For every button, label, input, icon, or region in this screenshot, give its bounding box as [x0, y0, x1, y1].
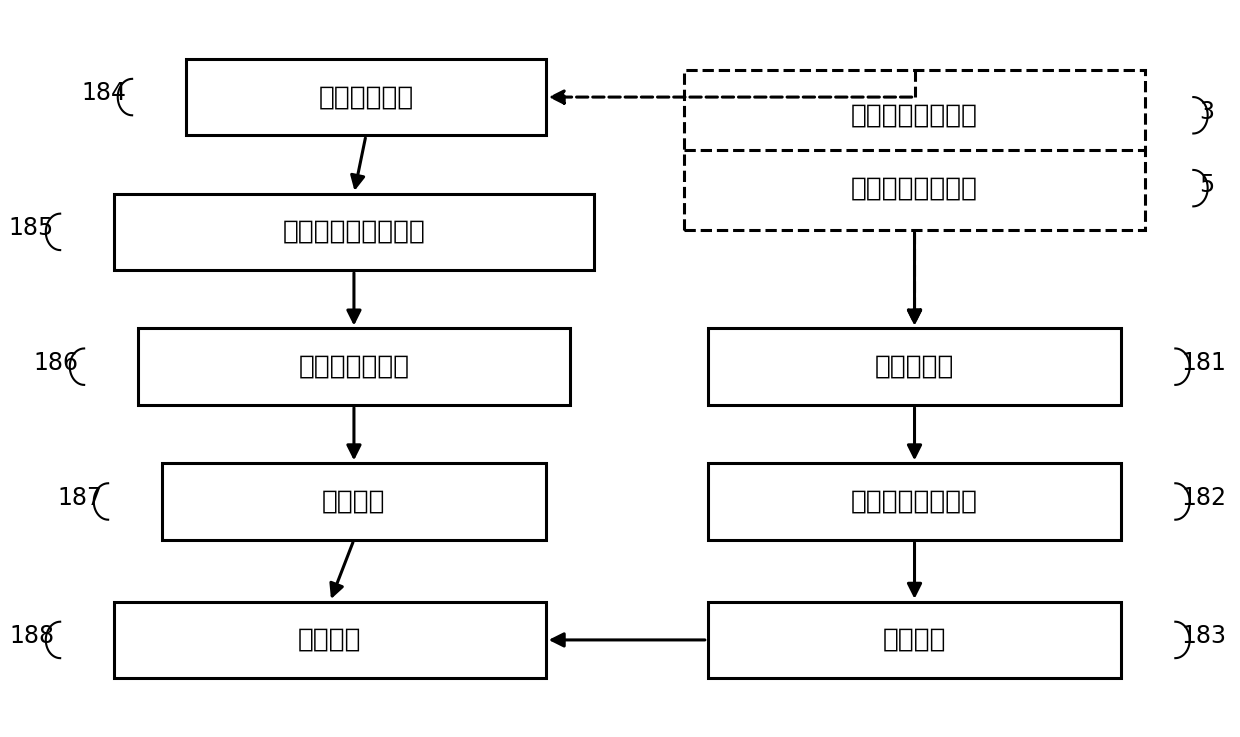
- Text: 计算模块: 计算模块: [322, 489, 386, 514]
- Text: 输出模块: 输出模块: [298, 627, 362, 653]
- Bar: [138, 329, 570, 405]
- Bar: [708, 464, 1121, 539]
- Bar: [683, 70, 1146, 230]
- Bar: [114, 601, 546, 678]
- Text: 边界点筛选模块: 边界点筛选模块: [299, 354, 409, 380]
- Bar: [114, 194, 594, 270]
- Text: 芯块端面拍摄单元: 芯块端面拍摄单元: [851, 175, 978, 201]
- Text: 183: 183: [1182, 624, 1226, 649]
- Text: 181: 181: [1182, 351, 1226, 375]
- Text: 预处理模块: 预处理模块: [875, 354, 955, 380]
- Text: 185: 185: [9, 216, 55, 240]
- Bar: [708, 601, 1121, 678]
- Text: 芯块周面拍摄单元: 芯块周面拍摄单元: [851, 102, 978, 128]
- Text: 5: 5: [1199, 172, 1214, 197]
- Text: 188: 188: [9, 624, 55, 649]
- Text: 187: 187: [57, 486, 102, 510]
- Bar: [708, 329, 1121, 405]
- Text: 图像阈值分割模块: 图像阈值分割模块: [851, 489, 978, 514]
- Bar: [162, 464, 546, 539]
- Bar: [186, 59, 546, 136]
- Text: 候选边界点查找模块: 候选边界点查找模块: [283, 219, 425, 245]
- Text: 186: 186: [33, 351, 78, 375]
- Text: 初始定位模块: 初始定位模块: [319, 84, 414, 110]
- Text: 3: 3: [1199, 99, 1214, 124]
- Text: 判断模块: 判断模块: [883, 627, 946, 653]
- Text: 184: 184: [81, 81, 126, 105]
- Text: 182: 182: [1182, 486, 1226, 510]
